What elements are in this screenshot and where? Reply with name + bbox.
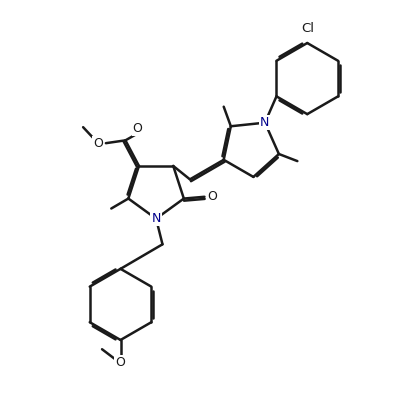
Text: N: N [260, 116, 269, 129]
Text: O: O [133, 122, 143, 135]
Text: O: O [93, 137, 103, 150]
Text: O: O [207, 190, 217, 203]
Text: N: N [151, 212, 161, 225]
Text: Cl: Cl [301, 22, 314, 35]
Text: O: O [115, 356, 125, 369]
